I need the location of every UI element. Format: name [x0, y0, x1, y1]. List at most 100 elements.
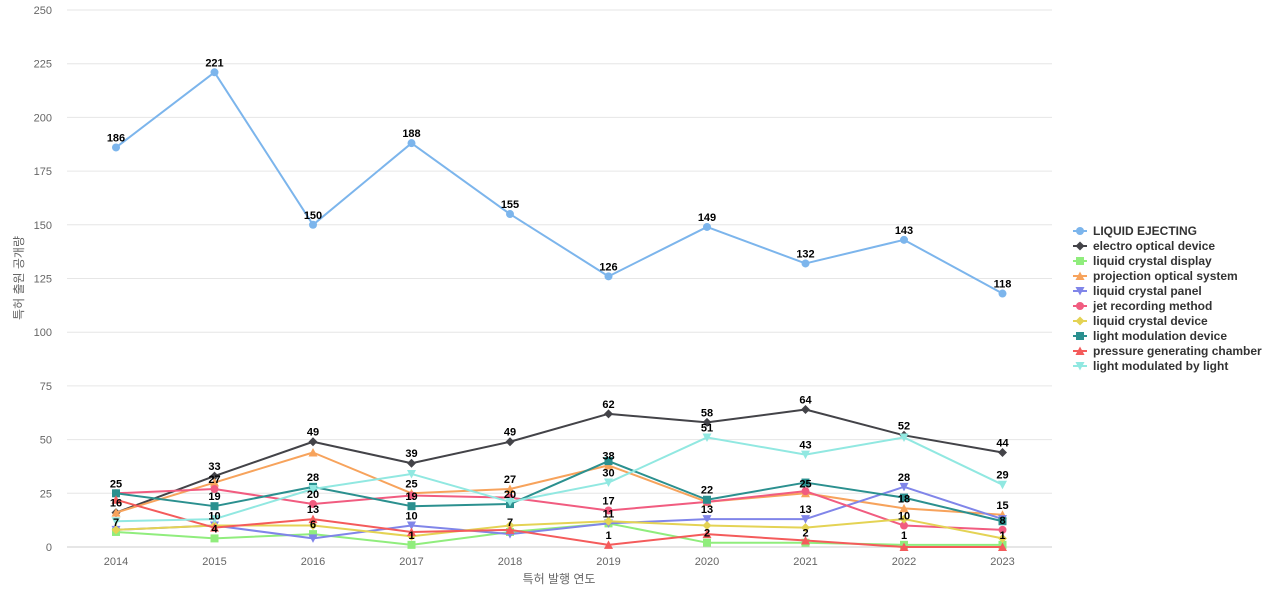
legend-label: LIQUID EJECTING: [1093, 224, 1197, 238]
y-tick-label: 75: [40, 381, 52, 393]
data-label: 13: [701, 504, 713, 516]
data-point: [702, 529, 712, 539]
data-label: 186: [107, 132, 125, 144]
data-label: 49: [307, 427, 319, 439]
data-point: [210, 471, 219, 481]
x-tick-label: 2021: [793, 556, 817, 568]
legend-item[interactable]: liquid crystal display: [1073, 254, 1212, 268]
data-point: [801, 487, 810, 496]
legend-item[interactable]: light modulated by light: [1073, 359, 1228, 373]
data-label: 27: [504, 474, 516, 486]
data-point: [308, 437, 318, 447]
data-point: [702, 433, 712, 442]
data-label: 1: [901, 530, 907, 542]
data-label: 22: [701, 485, 713, 497]
data-labels: 1862516722133271910415049282013618839251…: [107, 57, 1012, 542]
data-label: 7: [113, 517, 119, 529]
legend-marker: [1075, 316, 1085, 326]
data-point: [505, 525, 515, 534]
legend-item[interactable]: LIQUID EJECTING: [1073, 224, 1197, 238]
series-line: [115, 522, 1004, 546]
data-point: [900, 235, 908, 244]
data-point: [604, 272, 613, 281]
data-point: [998, 533, 1007, 543]
data-point: [308, 521, 318, 531]
data-point: [111, 495, 121, 504]
data-point: [604, 506, 613, 515]
series-line: [115, 451, 1004, 516]
legend-item[interactable]: electro optical device: [1073, 239, 1215, 253]
data-label: 38: [602, 450, 614, 462]
y-axis-title: 특허 출원 공개량: [12, 236, 26, 320]
series-line: [115, 460, 1004, 523]
data-point: [604, 540, 613, 549]
legend-label: pressure generating chamber: [1093, 344, 1262, 358]
data-label: 17: [602, 495, 614, 507]
data-label: 11: [603, 508, 615, 520]
legend-item[interactable]: jet recording method: [1073, 299, 1212, 313]
legend-item[interactable]: projection optical system: [1073, 269, 1238, 283]
data-label: 20: [504, 489, 516, 501]
legend-label: electro optical device: [1093, 239, 1215, 253]
data-point: [210, 478, 219, 487]
legend-label: light modulation device: [1093, 329, 1227, 343]
data-point: [702, 417, 712, 427]
series-line: [115, 436, 1004, 523]
data-label: 2: [802, 528, 808, 540]
data-label: 10: [208, 511, 220, 523]
data-point: [308, 485, 318, 494]
y-tick-label: 175: [34, 166, 52, 178]
data-point: [900, 493, 908, 502]
legend-item[interactable]: light modulation device: [1073, 329, 1227, 343]
x-axis-ticks: 2014 2015 2016 2017 2018 2019 2020 2021 2022 2023: [104, 556, 1015, 568]
data-label: 44: [996, 437, 1009, 449]
legend-item[interactable]: liquid crystal device: [1073, 314, 1208, 328]
y-tick-label: 250: [34, 5, 52, 17]
data-label: 19: [208, 491, 220, 503]
series-light-modulated-by-light: [111, 433, 1007, 526]
data-label: 4: [211, 523, 218, 535]
data-point: [407, 502, 416, 511]
data-point: [604, 516, 613, 526]
data-label: 1: [408, 530, 414, 542]
data-point: [210, 68, 219, 77]
data-point: [112, 489, 120, 498]
data-label: 30: [602, 468, 614, 480]
data-point: [210, 502, 219, 511]
data-point: [407, 139, 416, 148]
legend-item[interactable]: liquid crystal panel: [1073, 284, 1202, 298]
data-point: [801, 405, 810, 415]
data-point: [801, 523, 810, 533]
legend-label: jet recording method: [1092, 299, 1212, 313]
data-point: [899, 482, 909, 492]
y-tick-label: 225: [34, 59, 52, 71]
legend-marker: [1075, 362, 1085, 371]
data-label: 155: [501, 199, 519, 211]
data-point: [407, 521, 416, 531]
data-point: [210, 534, 219, 543]
data-label: 51: [701, 422, 713, 434]
data-label: 18: [898, 493, 910, 505]
data-label: 16: [110, 498, 122, 510]
legend-item[interactable]: pressure generating chamber: [1073, 344, 1262, 358]
data-point: [308, 447, 318, 457]
y-tick-label: 200: [34, 112, 52, 124]
x-tick-label: 2023: [990, 556, 1014, 568]
data-point: [309, 220, 317, 229]
data-label: 188: [402, 128, 420, 140]
series-line: [115, 408, 1004, 514]
data-label: 8: [999, 515, 1005, 527]
data-point: [998, 517, 1007, 526]
data-point: [703, 222, 711, 231]
data-point: [899, 433, 909, 442]
legend-label: liquid crystal display: [1093, 254, 1212, 268]
series-line: [115, 518, 1004, 540]
data-point: [210, 485, 219, 494]
data-point: [210, 523, 219, 532]
x-tick-label: 2019: [596, 556, 620, 568]
data-label: 149: [698, 212, 716, 224]
data-point: [900, 521, 908, 530]
y-tick-label: 50: [40, 435, 52, 447]
data-point: [604, 457, 613, 466]
